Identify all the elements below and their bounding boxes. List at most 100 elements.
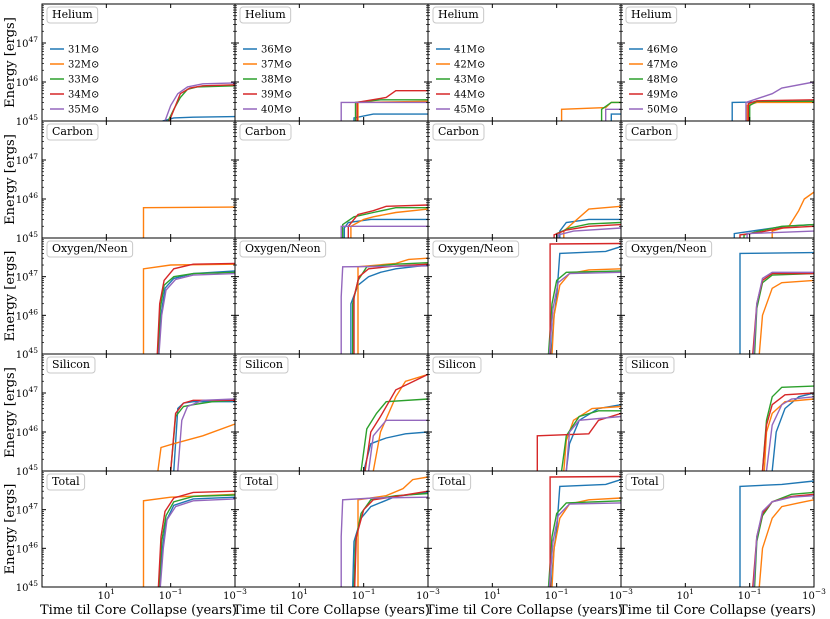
legend-col-2: 36M⊙ 37M⊙ 38M⊙ 39M⊙ 40M⊙	[243, 45, 292, 116]
y-tick-label: 1046	[16, 424, 39, 439]
series-line-40msun	[340, 265, 428, 354]
row-tag-label: Total	[631, 475, 659, 488]
series-line-36msun	[343, 218, 428, 238]
series-line-39msun	[354, 490, 428, 587]
panel-helium-col-1: Helium 31M⊙ 32M⊙ 33M⊙ 34M⊙ 35M⊙	[41, 3, 236, 122]
series-line-44msun	[553, 223, 621, 238]
series-line-31msun	[162, 115, 235, 121]
series-line-31msun	[157, 270, 235, 354]
x-tick-label: 10−3	[416, 587, 440, 602]
legend-col-3: 41M⊙ 42M⊙ 43M⊙ 44M⊙ 45M⊙	[436, 45, 485, 116]
series-line-33msun	[167, 85, 235, 121]
legend-entry-45msun: 45M⊙	[454, 105, 485, 116]
series-line-42msun	[551, 497, 621, 587]
y-tick-label: 1047	[16, 502, 39, 517]
legend-entry-33msun: 33M⊙	[68, 75, 99, 86]
series-line-37msun	[357, 257, 428, 354]
row-tag-box	[625, 473, 665, 491]
row-tag-silicon: Silicon	[432, 356, 482, 374]
y-tick-label: 1045	[16, 230, 39, 245]
series-line-49msun	[752, 493, 814, 587]
series-line-36msun	[352, 491, 428, 587]
series-line-41msun	[550, 478, 621, 587]
panel-silicon-col-3: Silicon	[427, 353, 622, 472]
row-tag-box	[432, 356, 482, 374]
series-line-50msun	[765, 396, 814, 471]
y-axis-title: Energy [ergs]	[3, 17, 18, 108]
y-tick-label: 1047	[16, 152, 39, 167]
y-axis-title: Energy [ergs]	[3, 367, 18, 458]
row-tag-helium: Helium	[46, 6, 99, 24]
row-tag-box	[239, 6, 292, 24]
row-tag-label: Oxygen/Neon	[52, 242, 128, 255]
row-tag-box	[46, 356, 96, 374]
x-tick-label: 101	[484, 587, 502, 602]
y-tick-label: 1045	[16, 346, 39, 361]
series-line-46msun	[731, 100, 814, 121]
panel-helium-col-4: Helium 46M⊙ 47M⊙ 48M⊙ 49M⊙ 50M⊙	[620, 3, 815, 122]
panel-silicon-col-1: Silicon	[41, 353, 236, 472]
y-tick-label: 1047	[16, 385, 39, 400]
x-axis-title: Time til Core Collapse (years)	[619, 603, 816, 618]
x-tick-label: 10−3	[609, 587, 633, 602]
x-tick-label: 10−1	[738, 587, 762, 602]
x-tick-label: 101	[291, 587, 309, 602]
panel-carbon-col-3: Carbon	[427, 120, 622, 239]
series-line-42msun	[551, 268, 621, 354]
row-tag-label: Total	[52, 475, 80, 488]
series-line-32msun	[142, 206, 235, 238]
row-tag-label: Oxygen/Neon	[245, 242, 321, 255]
panel-carbon-col-2: Carbon	[234, 120, 429, 239]
row-tag-label: Silicon	[52, 358, 90, 371]
series-line-45msun	[565, 415, 621, 471]
x-tick-label: 10−1	[159, 587, 183, 602]
series-line-33msun	[158, 494, 235, 587]
series-line-42msun	[563, 405, 621, 471]
legend-entry-50msun: 50M⊙	[647, 105, 678, 116]
row-tag-label: Carbon	[631, 125, 672, 138]
series-line-35msun	[158, 272, 235, 354]
series-line-35msun	[164, 82, 235, 121]
series-line-31msun	[159, 496, 235, 587]
panel-carbon-col-4: Carbon	[620, 120, 815, 239]
legend-entry-40msun: 40M⊙	[261, 105, 292, 116]
row-tag-label: Silicon	[438, 358, 476, 371]
y-tick-label: 1046	[16, 540, 39, 555]
y-tick-label: 1047	[16, 35, 39, 50]
legend-entry-35msun: 35M⊙	[68, 105, 99, 116]
series-line-45msun	[548, 502, 621, 587]
series-line-41msun	[565, 404, 621, 471]
x-tick-label: 10−1	[352, 587, 376, 602]
row-tag-box	[432, 6, 485, 24]
series-line-38msun	[352, 262, 428, 354]
series-line-41msun	[550, 245, 621, 354]
row-tag-total: Total	[239, 473, 279, 491]
panel-total-col-1: Total	[41, 470, 236, 588]
panel-total-col-2: Total	[234, 470, 429, 588]
series-line-34msun	[157, 490, 235, 587]
legend-entry-36msun: 36M⊙	[261, 45, 292, 56]
panel-total-col-4: Total	[620, 470, 815, 588]
legend-entry-38msun: 38M⊙	[261, 75, 292, 86]
panel-silicon-col-4: Silicon	[620, 353, 815, 472]
series-line-46msun	[771, 392, 814, 471]
row-tag-silicon: Silicon	[625, 356, 675, 374]
row-tag-box	[625, 356, 675, 374]
series-line-40msun	[367, 419, 428, 471]
row-tag-silicon: Silicon	[239, 356, 289, 374]
series-line-43msun	[600, 101, 621, 121]
series-line-49msun	[761, 392, 814, 471]
row-tag-label: Carbon	[438, 125, 479, 138]
row-tag-label: Helium	[631, 8, 672, 21]
y-tick-label: 1046	[16, 307, 39, 322]
row-tag-label: Total	[438, 475, 466, 488]
series-line-36msun	[353, 113, 428, 121]
legend-entry-37msun: 37M⊙	[261, 60, 292, 71]
row-tag-box	[625, 240, 713, 258]
series-line-50msun	[753, 495, 814, 587]
legend-col-1: 31M⊙ 32M⊙ 33M⊙ 34M⊙ 35M⊙	[50, 45, 99, 116]
series-line-38msun	[360, 398, 428, 471]
series-line-47msun	[746, 101, 814, 121]
series-line-39msun	[364, 373, 428, 471]
